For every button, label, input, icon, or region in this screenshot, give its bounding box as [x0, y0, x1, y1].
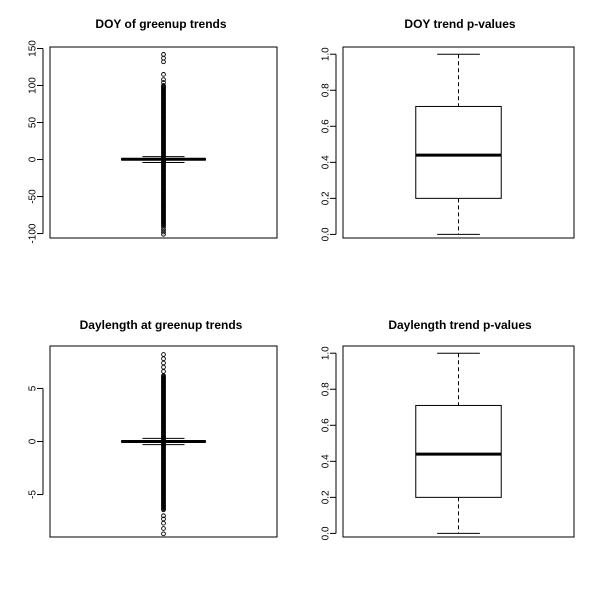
y-tick-label: 0.6	[321, 119, 332, 133]
y-tick-label: -5	[28, 490, 39, 499]
y-tick-label: 0	[28, 438, 39, 444]
outlier-point	[161, 520, 166, 526]
y-tick-label: -100	[28, 223, 39, 243]
outlier-point	[161, 225, 166, 230]
y-tick-label: 50	[28, 117, 39, 129]
outlier-point	[161, 231, 166, 237]
y-tick-label: -50	[28, 189, 39, 204]
panel-4: Daylength trend p-values 0.0 0.2 0.4 0.6 0.8 1…	[321, 318, 575, 540]
outlier-point	[161, 72, 166, 77]
plot-title: Daylength trend p-values	[388, 318, 532, 332]
plot-frame	[342, 345, 575, 538]
y-tick-label: 0.2	[321, 191, 332, 205]
panel-3: Daylength at greenup trends -5 0 5	[28, 318, 278, 538]
y-tick-label: 0.8	[321, 382, 332, 396]
plot-title: Daylength at greenup trends	[80, 318, 243, 332]
y-tick-label: 0.4	[321, 454, 332, 468]
plot-frame	[49, 345, 278, 538]
panel-1: DOY of greenup trends -100 -50 0 50 100 150	[28, 17, 278, 244]
y-tick-label: 0.4	[321, 155, 332, 169]
y-tick-label: 0.8	[321, 83, 332, 97]
outlier-point	[161, 507, 166, 513]
outlier-point	[161, 526, 166, 531]
plot-title: DOY trend p-values	[404, 17, 515, 31]
y-tick-label: 5	[28, 385, 39, 391]
plot-title: DOY of greenup trends	[95, 17, 226, 31]
outlier-point	[161, 77, 166, 82]
y-tick-label: 0.0	[321, 526, 332, 540]
y-tick-label: 1.0	[321, 47, 332, 61]
plot-frame	[49, 46, 278, 239]
y-tick-label: 0.2	[321, 490, 332, 504]
outlier-point	[161, 352, 166, 357]
y-tick-label: 100	[28, 77, 39, 94]
y-tick-label: 0.6	[321, 418, 332, 432]
iqr-box	[415, 404, 502, 498]
plot-frame	[342, 46, 575, 239]
outlier-point	[161, 80, 166, 85]
iqr-box	[415, 105, 502, 199]
outlier-point	[161, 531, 166, 537]
panel-2: DOY trend p-values 0.0 0.2 0.4 0.6 0.8 1.0	[321, 17, 575, 241]
outlier-point	[161, 229, 166, 235]
outlier-point	[161, 513, 166, 519]
y-tick-label: 0	[28, 156, 39, 162]
outlier-point	[161, 227, 166, 233]
y-tick-label: 0.0	[321, 227, 332, 241]
outlier-point	[161, 52, 166, 57]
y-tick-label: 150	[28, 40, 39, 57]
y-tick-label: 1.0	[321, 346, 332, 360]
